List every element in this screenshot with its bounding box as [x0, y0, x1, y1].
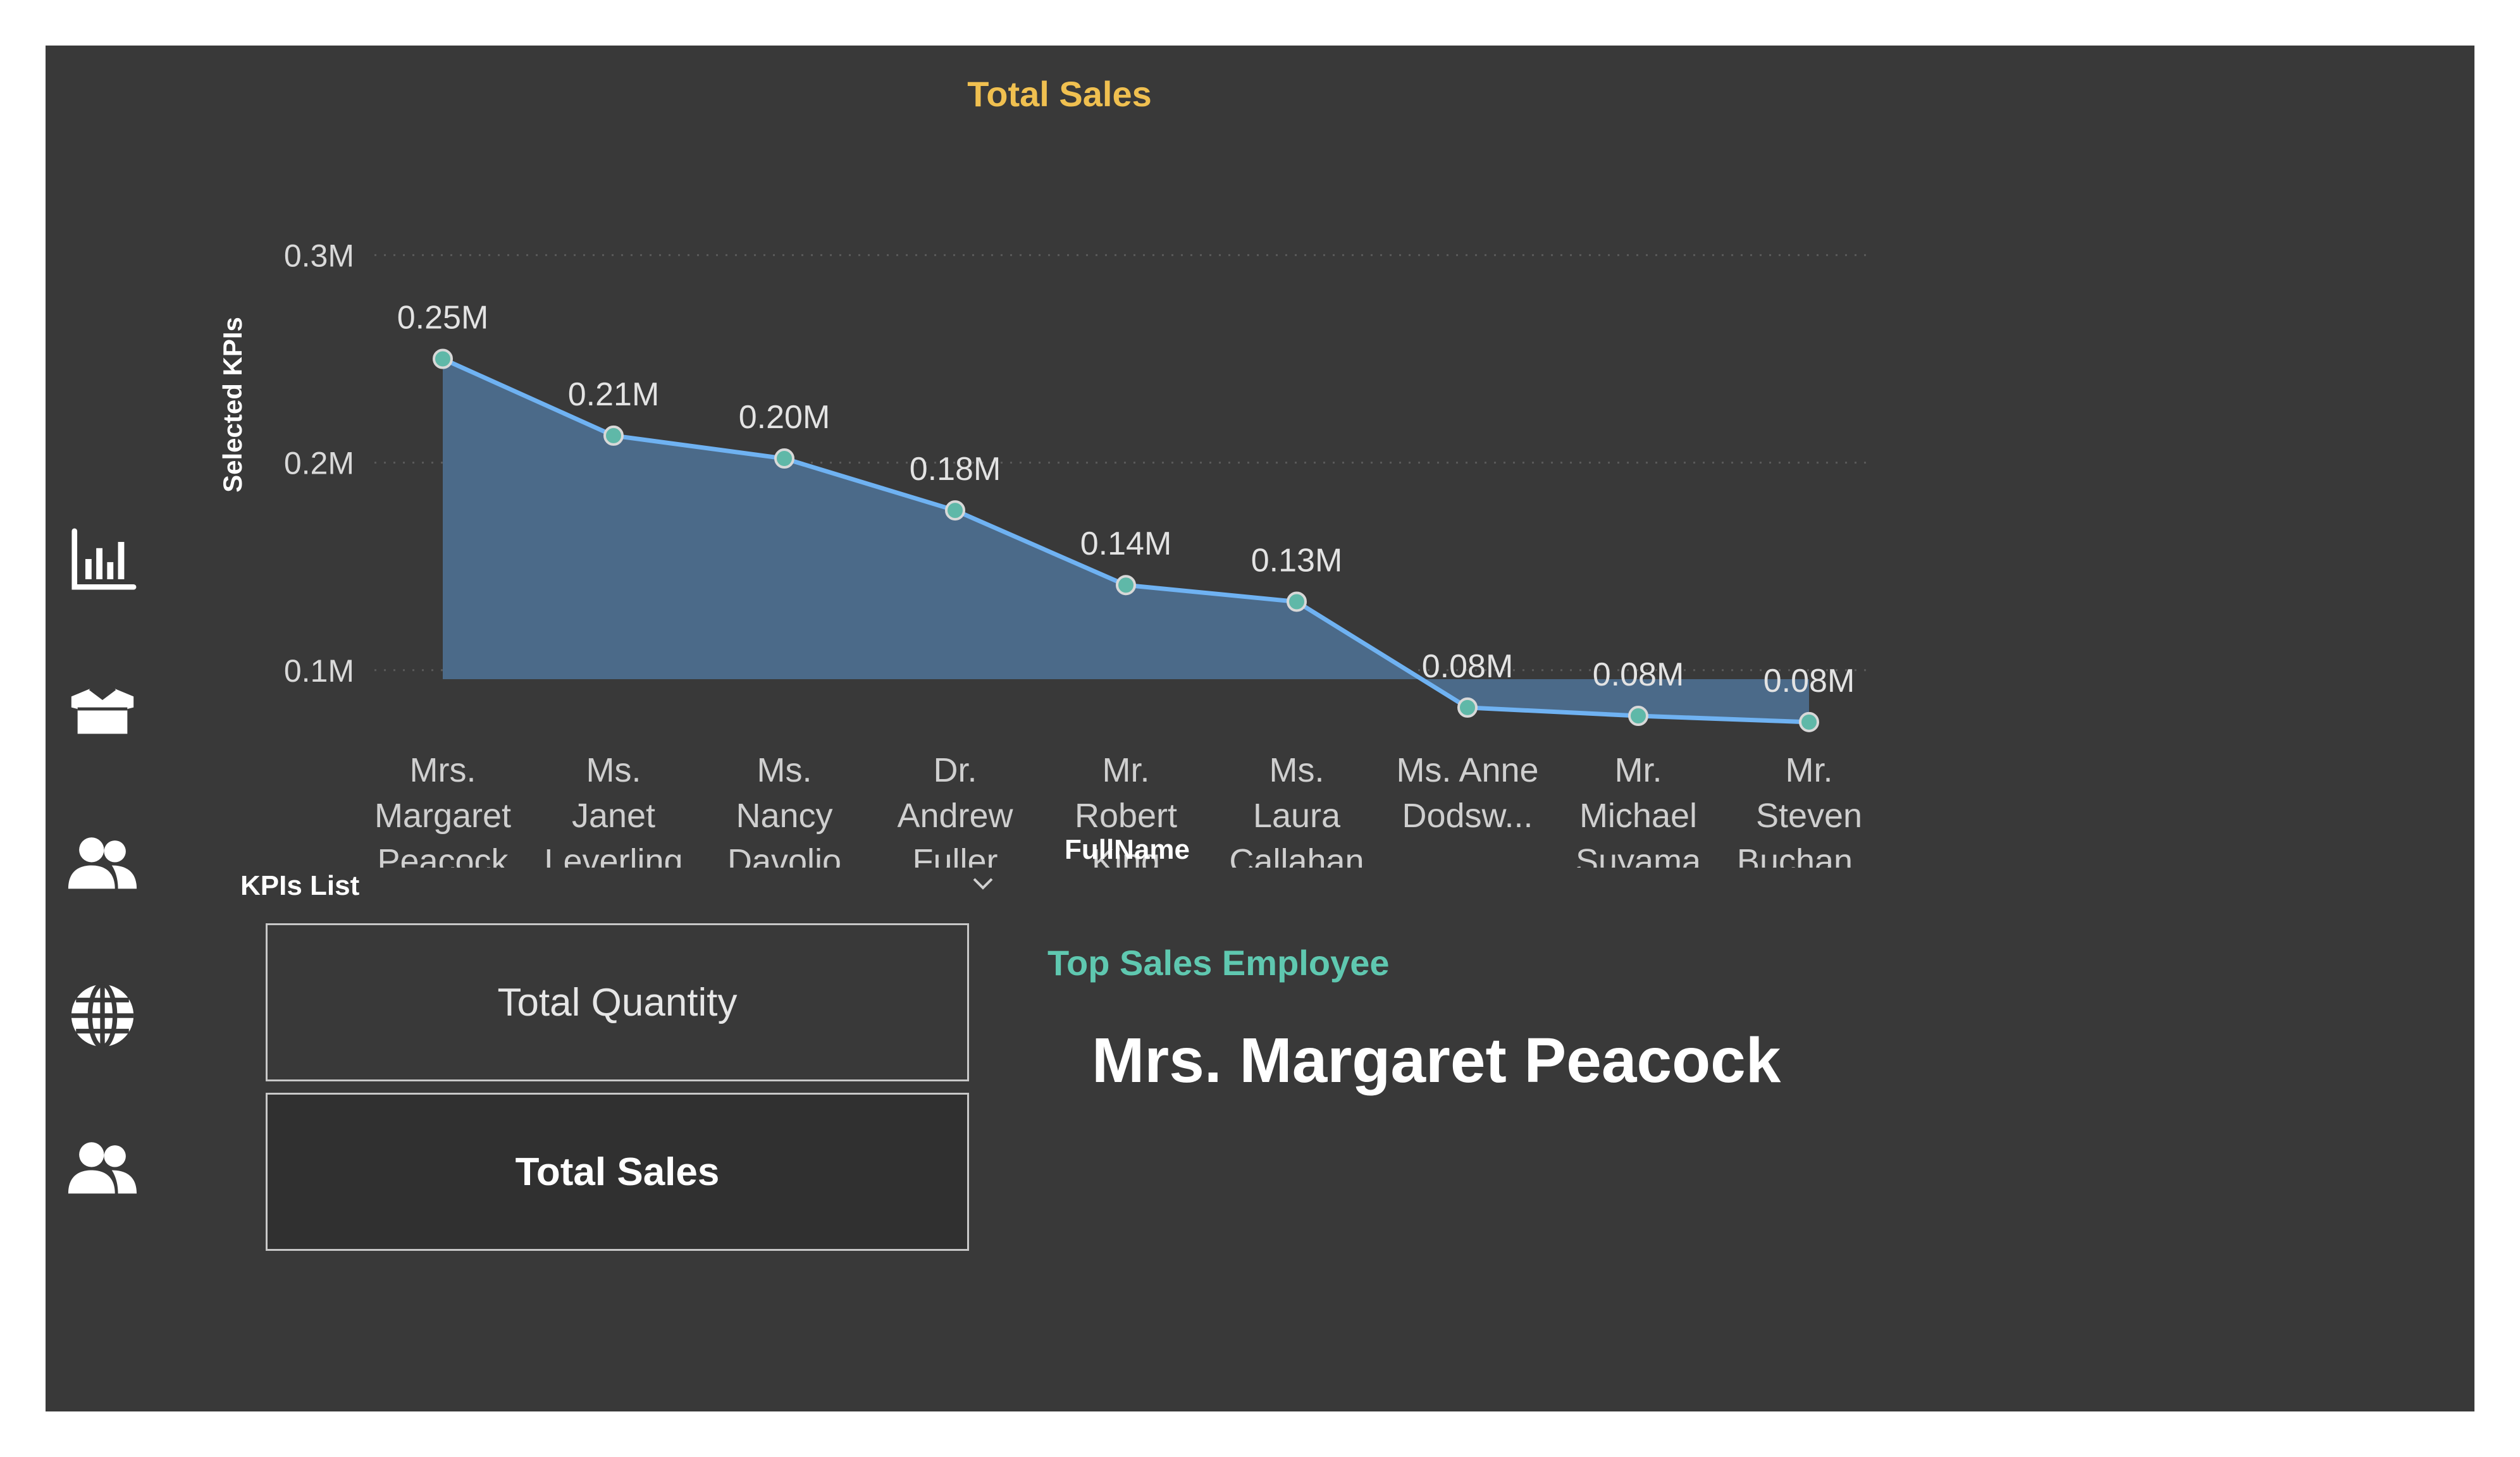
nav-products-button[interactable]	[63, 673, 142, 751]
kpis-list-header: KPIs List	[240, 870, 360, 901]
nav-employees-button[interactable]	[63, 1129, 142, 1208]
data-point[interactable]	[1457, 697, 1478, 718]
data-label: 0.08M	[1422, 648, 1514, 685]
x-tick-label: Ms. Anne Dodsw...	[1396, 751, 1538, 835]
y-axis-ticks: 0.1M 0.2M 0.3M	[284, 238, 354, 688]
nav-customers-button[interactable]	[63, 825, 142, 903]
kpi-option-total-sales[interactable]: Total Sales	[266, 1093, 969, 1251]
x-tick-label: Mrs. Margaret Peacock	[374, 751, 511, 868]
nav-geography-button[interactable]	[63, 976, 142, 1055]
users-icon	[68, 1142, 137, 1194]
x-tick-label: Ms. Nancy Davolio	[727, 751, 841, 868]
globe-icon	[71, 982, 134, 1049]
data-point[interactable]	[1799, 711, 1819, 732]
data-point[interactable]	[1287, 591, 1307, 612]
x-tick-label: Mr. Steven Buchan...	[1737, 751, 1881, 868]
nav-sales-button[interactable]	[63, 520, 142, 598]
data-label: 0.08M	[1763, 663, 1855, 699]
x-tick-label: Ms. Janet Leverling	[544, 751, 682, 868]
bar-chart-icon	[71, 528, 137, 590]
chart-data-labels: 0.25M 0.21M 0.20M 0.18M 0.14M 0.13M 0.08M 0.08M…	[397, 300, 1855, 699]
data-point[interactable]	[945, 500, 965, 521]
chart-title: Total Sales	[967, 74, 1152, 114]
data-label: 0.18M	[910, 451, 1001, 488]
x-tick-label: Ms. Laura Callahan	[1229, 751, 1364, 868]
data-label: 0.14M	[1080, 526, 1172, 562]
x-axis-ticks: Mrs. Margaret Peacock Ms. Janet Leverling Ms. N…	[374, 751, 1881, 868]
y-axis-label: Selected KPIs	[218, 317, 247, 493]
data-label: 0.20M	[739, 399, 831, 436]
area-fill	[443, 359, 1809, 722]
y-tick-label: 0.1M	[284, 653, 354, 689]
report-canvas: Total Sales 0.1M 0.2M 0.3M Selected KPIs 0…	[46, 46, 2474, 1411]
users-icon	[68, 837, 137, 889]
data-point[interactable]	[603, 425, 624, 446]
data-label: 0.08M	[1593, 656, 1684, 693]
y-tick-label: 0.3M	[284, 238, 354, 273]
data-point[interactable]	[774, 448, 794, 469]
data-point[interactable]	[1628, 706, 1648, 727]
y-tick-label: 0.2M	[284, 446, 354, 481]
total-sales-area-chart: Total Sales 0.1M 0.2M 0.3M Selected KPIs 0…	[218, 74, 1881, 868]
x-tick-label: Mr. Robert King	[1075, 751, 1177, 868]
box-icon	[71, 687, 134, 734]
data-point[interactable]	[433, 348, 453, 369]
x-tick-label: Mr. Michael Suyama	[1576, 751, 1702, 868]
chart-points	[433, 348, 1819, 732]
top-sales-employee-name: Mrs. Margaret Peacock	[1092, 1025, 1781, 1096]
chevron-down-icon[interactable]	[968, 868, 998, 898]
data-label: 0.25M	[397, 300, 489, 336]
data-label: 0.21M	[568, 376, 660, 413]
kpi-option-total-quantity[interactable]: Total Quantity	[266, 923, 969, 1081]
data-label: 0.13M	[1251, 542, 1343, 579]
x-axis-label: FullName	[1065, 834, 1190, 865]
x-tick-label: Dr. Andrew Fuller	[897, 751, 1013, 868]
top-sales-employee-title: Top Sales Employee	[1047, 943, 1390, 983]
data-point[interactable]	[1116, 575, 1136, 596]
